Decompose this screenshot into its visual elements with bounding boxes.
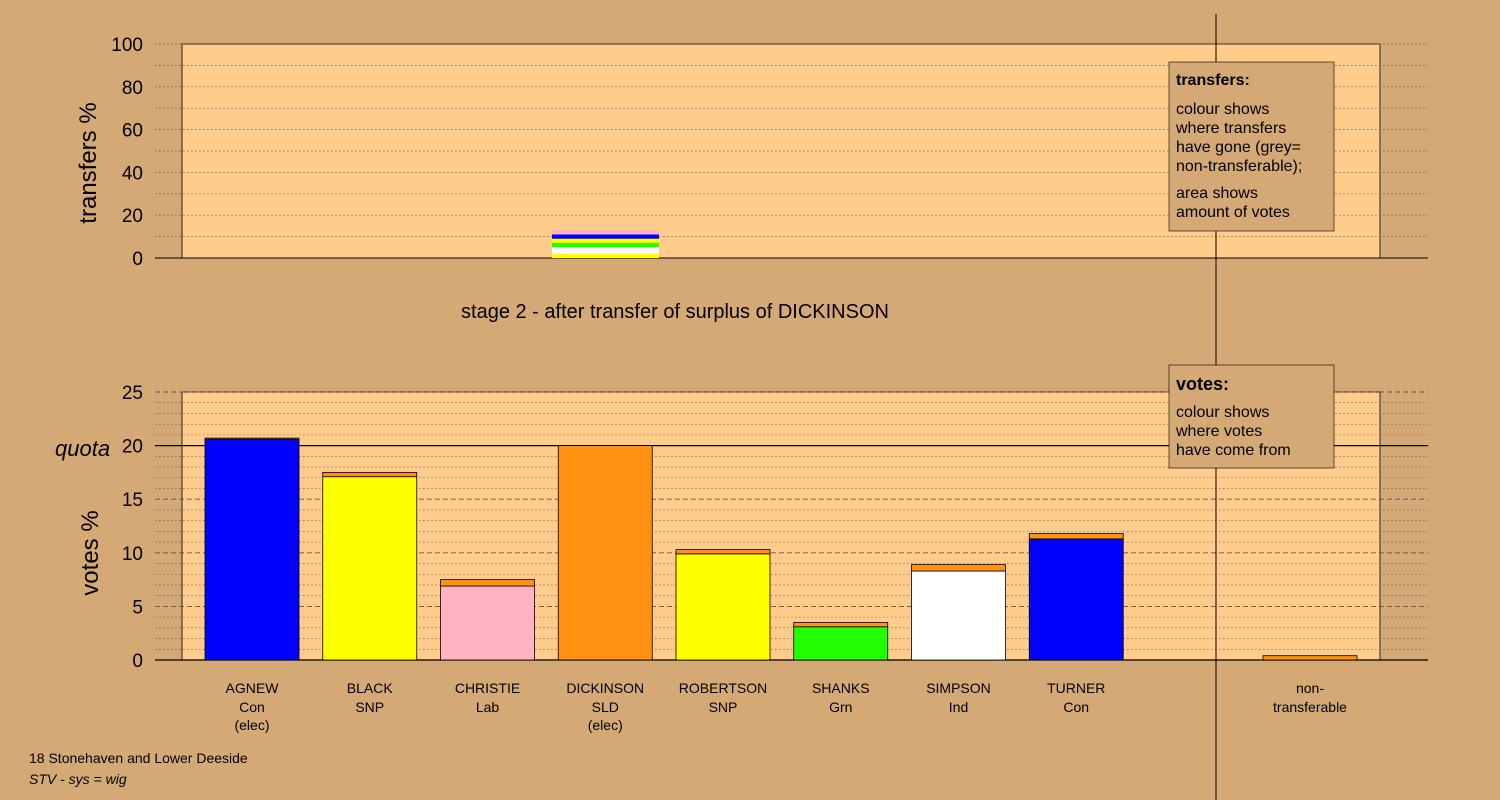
y-tick-label: 0 (132, 249, 143, 270)
bar-dickinson (557, 445, 653, 661)
bar-transfer-robertson (675, 549, 771, 555)
bar-christie (440, 585, 535, 661)
quota-label: quota (55, 436, 110, 461)
candidate-name: CHRISTIE (455, 680, 520, 696)
y-tick-label: 5 (132, 597, 143, 618)
y-tick-label: 60 (122, 121, 143, 142)
transfers-legend-text: amount of votes (1176, 204, 1290, 221)
transfers-legend-text: have gone (grey= (1176, 139, 1301, 156)
transfers-legend-text: where transfers (1175, 120, 1286, 137)
candidate-party: Grn (829, 699, 852, 715)
bar-turner (1028, 538, 1124, 661)
bar-transfer-shanks (793, 622, 889, 628)
transfer-segment (552, 247, 659, 254)
transfer-segment (552, 243, 659, 248)
y-tick-label: 40 (122, 163, 143, 184)
y-tick-label: 15 (122, 490, 143, 511)
transfer-segment (552, 234, 659, 239)
nontransferable-label: non- (1296, 680, 1324, 696)
y-tick-label: 20 (122, 206, 143, 227)
bar-transfer-black (322, 471, 418, 478)
y-tick-label: 10 (122, 544, 143, 565)
votes-legend-text: have come from (1176, 442, 1291, 459)
candidate-name: TURNER (1047, 680, 1105, 696)
transfer-segment (552, 238, 659, 244)
candidate-name: SHANKS (812, 680, 870, 696)
nontransferable-label: transferable (1273, 699, 1347, 715)
candidate-party: Con (239, 699, 265, 715)
candidate-labels: AGNEW Con (elec) BLACK SNP CHRISTIE Lab DICKINS… (226, 680, 1348, 733)
bar-transfer-turner (1028, 533, 1124, 540)
y-tick-label: 100 (111, 35, 143, 56)
stage-title: stage 2 - after transfer of surplus of D… (461, 301, 889, 323)
candidate-name: DICKINSON (566, 680, 644, 696)
votes-panel: 0 5 10 15 20 25 (122, 383, 1428, 672)
candidate-name: SIMPSON (926, 680, 991, 696)
y-tick-label: 80 (122, 78, 143, 99)
bar-agnew (204, 438, 300, 661)
transfer-segment (552, 253, 659, 258)
candidate-status: (elec) (234, 717, 269, 733)
transfers-legend-text: colour shows (1176, 101, 1269, 118)
votes-legend-box (1168, 364, 1335, 469)
y-tick-label: 0 (132, 651, 143, 672)
votes-y-axis-label: votes % (77, 510, 104, 595)
transfers-legend-title: transfers: (1176, 72, 1250, 89)
bar-robertson (675, 553, 771, 661)
votes-legend-text: colour shows (1176, 404, 1269, 421)
transfer-segment (552, 230, 659, 235)
footer-system: STV - sys = wig (29, 771, 127, 787)
bar-transfer-agnew (204, 437, 300, 440)
candidate-party: SLD (592, 699, 619, 715)
candidate-party: Ind (949, 699, 968, 715)
bar-simpson (911, 570, 1006, 661)
candidate-party: Con (1063, 699, 1089, 715)
bar-non-transferable (1262, 655, 1358, 661)
candidate-name: AGNEW (226, 680, 280, 696)
y-tick-label: 20 (122, 437, 143, 458)
bar-transfer-christie (440, 579, 535, 587)
candidate-status: (elec) (588, 717, 623, 733)
legends: transfers: colour shows where transfers hav… (1168, 61, 1335, 469)
candidate-party: Lab (476, 699, 500, 715)
bar-shanks (793, 626, 889, 661)
bar-transfer-simpson (911, 564, 1006, 572)
candidate-party: SNP (355, 699, 384, 715)
transfers-legend-box (1168, 61, 1335, 232)
votes-legend-text: where votes (1175, 423, 1262, 440)
candidate-party: SNP (709, 699, 738, 715)
footer-constituency: 18 Stonehaven and Lower Deeside (29, 750, 248, 766)
votes-legend-title: votes: (1176, 374, 1229, 394)
candidate-name: ROBERTSON (679, 680, 767, 696)
candidate-name: BLACK (347, 680, 394, 696)
transfers-legend-text: non-transferable); (1176, 158, 1302, 175)
transfers-legend-text: area shows (1176, 185, 1258, 202)
bar-black (322, 476, 418, 661)
y-tick-label: 25 (122, 383, 143, 404)
transfers-y-axis-label: transfers % (75, 102, 102, 223)
